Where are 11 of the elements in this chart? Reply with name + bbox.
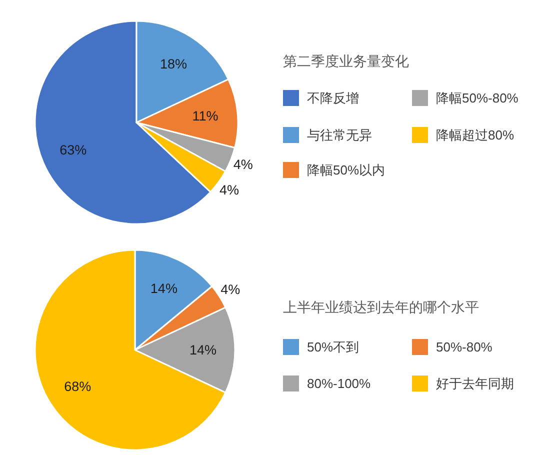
legend-label: 50%-80% [436, 340, 493, 354]
legend-label: 80%-100% [307, 376, 372, 391]
title: 上半年业绩达到去年的哪个水平 [283, 299, 479, 315]
title: 第二季度业务量变化 [283, 53, 409, 69]
legend-label: 与往常无异 [307, 128, 372, 142]
legend-label: 好于去年同期 [436, 376, 514, 391]
legend-label: 降幅50%-80% [436, 90, 519, 106]
legend-label: 降幅50%以内 [307, 162, 386, 178]
legend-label: 50%不到 [307, 340, 360, 354]
legend-label: 不降反增 [307, 90, 359, 106]
legend-label: 降幅超过80% [436, 128, 514, 142]
